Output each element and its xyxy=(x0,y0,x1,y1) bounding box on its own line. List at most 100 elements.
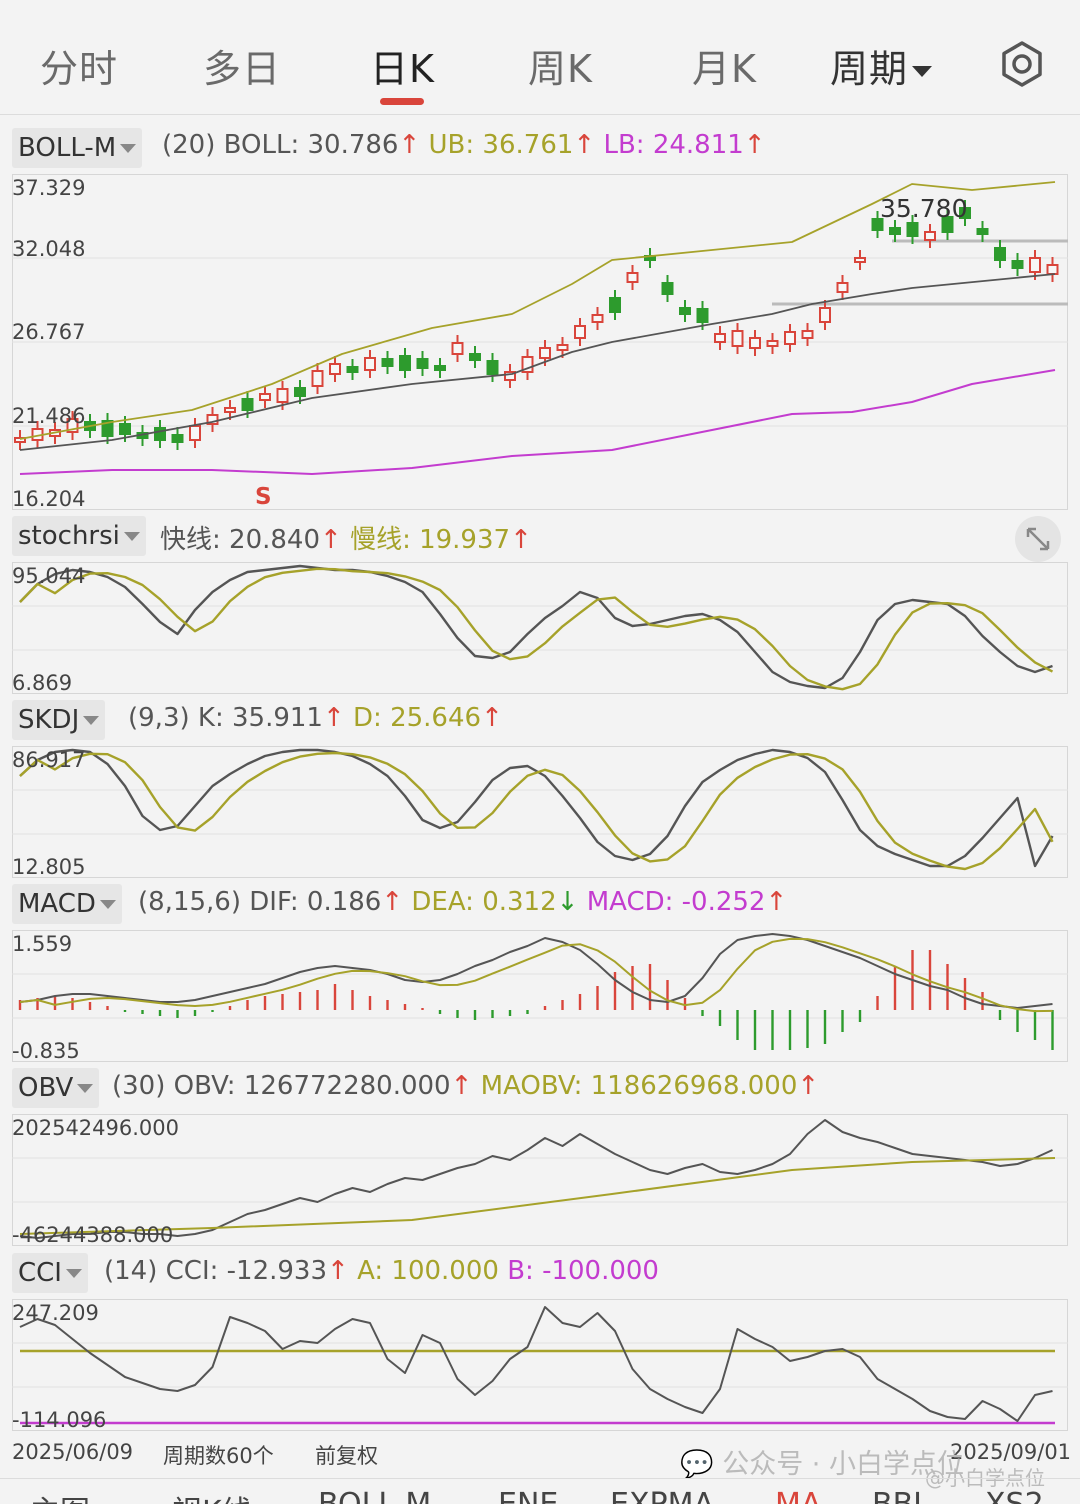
cci-params: (14) xyxy=(104,1256,158,1286)
skdj-chart-frame xyxy=(12,746,1068,878)
candle-body xyxy=(521,356,534,373)
obv-chart[interactable] xyxy=(12,1114,1068,1246)
indicator-select-skdj[interactable]: SKDJ xyxy=(12,700,106,740)
indicator-name: MACD xyxy=(18,889,96,919)
axis-label: 247.209 xyxy=(12,1301,99,1325)
slow-line-value: 慢线: 19.937 xyxy=(350,525,511,555)
candle-body xyxy=(171,434,184,443)
candle-body xyxy=(906,222,919,237)
tab-multiday[interactable]: 多日 xyxy=(203,47,282,91)
macd-params: (8,15,6) xyxy=(138,887,241,917)
candle-body xyxy=(241,398,254,411)
tab-period-dropdown[interactable]: 周期 xyxy=(830,38,933,93)
boll-candlestick-chart[interactable] xyxy=(12,174,1068,510)
candle-body xyxy=(101,420,114,437)
tab-weekly-k[interactable]: 周K xyxy=(528,47,593,91)
settings-gear-icon[interactable] xyxy=(998,40,1046,88)
candle-body xyxy=(609,297,621,313)
candle-body xyxy=(574,325,586,339)
dea-value: DEA: 0.312 xyxy=(411,887,557,917)
chevron-down-icon xyxy=(65,1269,82,1278)
candle-body xyxy=(766,340,779,347)
bottom-tab-ma[interactable]: MA xyxy=(775,1487,821,1504)
indicator-select-cci[interactable]: CCI xyxy=(12,1253,88,1293)
fast-line-value: 快线: 20.840 xyxy=(160,525,320,555)
cci-legend: (14) CCI: -12.933↑ A: 100.000 B: -100.00… xyxy=(104,1256,659,1286)
bottom-tab-ene[interactable]: ENE xyxy=(498,1487,558,1504)
candle-body xyxy=(276,388,289,403)
chevron-down-icon xyxy=(77,1084,94,1093)
tab-period-label: 周期 xyxy=(830,47,909,91)
watermark: 💬 公众号 · 小白学点位 xyxy=(680,1442,964,1481)
down-arrow-icon: ↓ xyxy=(556,887,579,917)
up-arrow-icon: ↑ xyxy=(573,130,596,160)
bottom-tab-main[interactable]: 主图 xyxy=(30,1487,90,1504)
obv-legend: (30) OBV: 126772280.000↑ MAOBV: 11862696… xyxy=(112,1071,819,1101)
tab-timeshare[interactable]: 分时 xyxy=(40,47,119,91)
up-arrow-icon: ↑ xyxy=(797,1071,820,1101)
dif-value: DIF: 0.186 xyxy=(249,887,382,917)
boll-mid-line xyxy=(19,273,1056,451)
candle-body xyxy=(626,272,639,283)
candle-body xyxy=(311,370,324,387)
tab-monthly-k[interactable]: 月K xyxy=(692,47,757,91)
boll-params: (20) xyxy=(162,130,216,160)
osc-slow-line xyxy=(19,751,1054,871)
start-date: 2025/06/09 xyxy=(12,1440,134,1464)
axis-label: 21.486 xyxy=(12,404,86,428)
candle-body xyxy=(924,231,936,241)
skdj-legend: (9,3) K: 35.911↑ D: 25.646↑ xyxy=(128,703,503,733)
macd-chart[interactable] xyxy=(12,930,1068,1062)
maobv-value: MAOBV: 118626968.000 xyxy=(480,1071,798,1101)
macd-legend: (8,15,6) DIF: 0.186↑ DEA: 0.312↓ MACD: -… xyxy=(138,887,787,917)
indicator-select-stochrsi[interactable]: stochrsi xyxy=(12,516,146,556)
bottom-tab-vision-k[interactable]: 视K线 xyxy=(172,1487,252,1504)
boll-lb-line xyxy=(19,369,1056,475)
indicator-select-boll[interactable]: BOLL-M xyxy=(12,128,143,168)
candle-body xyxy=(469,353,481,361)
candle-body xyxy=(224,407,236,413)
indicator-select-macd[interactable]: MACD xyxy=(12,884,122,924)
indicator-select-obv[interactable]: OBV xyxy=(12,1068,100,1108)
bottom-tab-bbi[interactable]: BBI xyxy=(872,1487,922,1504)
cci-line xyxy=(19,1306,1053,1422)
axis-label: 6.869 xyxy=(12,671,73,695)
bottom-tab-expma[interactable]: EXPMA xyxy=(610,1487,714,1504)
candle-body xyxy=(399,355,411,371)
expand-chart-button[interactable] xyxy=(1015,516,1061,562)
candle-body xyxy=(66,418,79,433)
up-arrow-icon: ↑ xyxy=(510,525,532,555)
candle-body xyxy=(679,307,691,315)
skdj-chart[interactable] xyxy=(12,746,1068,878)
boll-legend: (20) BOLL: 30.786↑ UB: 36.761↑ LB: 24.81… xyxy=(162,130,766,160)
wechat-icon: 💬 xyxy=(680,1449,714,1480)
candle-body xyxy=(976,228,989,235)
bottom-tab-xs2[interactable]: XS2 xyxy=(985,1487,1044,1504)
up-arrow-icon: ↑ xyxy=(327,1256,349,1286)
chevron-down-icon xyxy=(83,716,100,725)
candle-body xyxy=(189,425,201,441)
candle-body xyxy=(959,207,971,219)
tab-daily-k[interactable]: 日K xyxy=(370,47,435,91)
up-arrow-icon: ↑ xyxy=(481,703,503,733)
chevron-down-icon xyxy=(123,532,140,541)
candle-body xyxy=(1011,260,1024,269)
cci-chart[interactable] xyxy=(12,1299,1068,1431)
stochrsi-chart[interactable] xyxy=(12,562,1068,694)
expand-icon xyxy=(1026,527,1050,551)
candle-body xyxy=(696,308,709,323)
boll-value: BOLL: 30.786 xyxy=(223,130,399,160)
axis-label: -0.835 xyxy=(12,1039,80,1063)
cci-value: CCI: -12.933 xyxy=(165,1256,327,1286)
bottom-tab-boll-m[interactable]: BOLL-M xyxy=(318,1487,431,1504)
axis-label: 95.044 xyxy=(12,564,86,588)
candle-body xyxy=(294,387,306,397)
up-arrow-icon: ↑ xyxy=(322,703,345,733)
candle-body xyxy=(486,360,499,375)
axis-label: 32.048 xyxy=(12,237,86,261)
candle-body xyxy=(381,358,394,367)
candle-body xyxy=(854,257,866,263)
adjust-mode-button[interactable]: 前复权 xyxy=(315,1444,378,1468)
candle-body xyxy=(539,347,551,359)
axis-label: -114.096 xyxy=(12,1408,107,1432)
